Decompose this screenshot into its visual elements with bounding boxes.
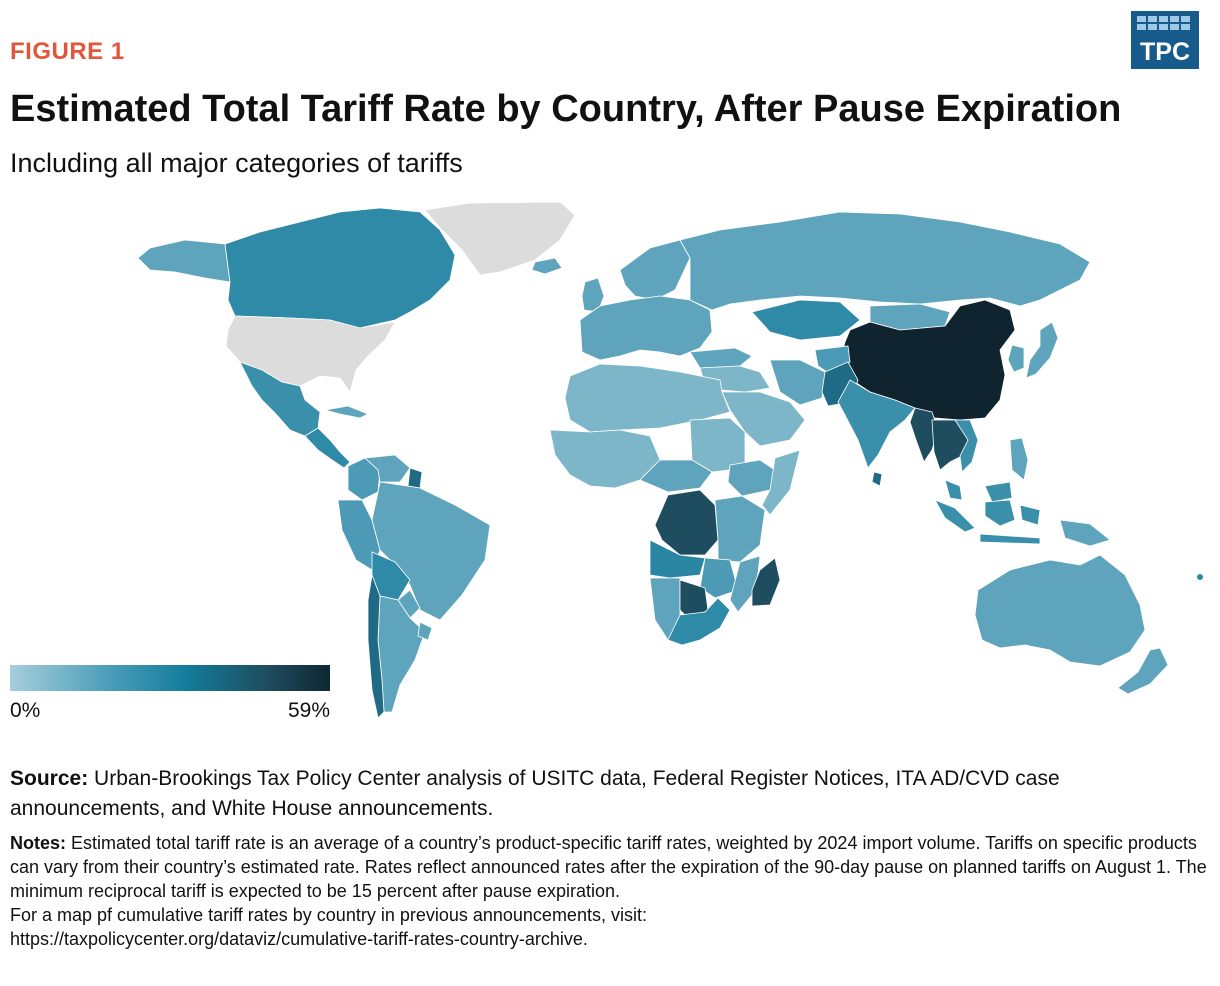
region-zambia-zimbabwe	[699, 557, 739, 599]
region-korea	[1007, 344, 1025, 373]
source-label: Source:	[10, 767, 89, 790]
region-malaysia	[944, 479, 1013, 503]
region-brazil	[371, 481, 491, 621]
region-philippines	[1009, 437, 1029, 481]
region-alaska	[137, 239, 231, 283]
region-cuba	[324, 405, 369, 419]
region-united-states	[225, 315, 396, 393]
region-mozambique	[729, 555, 761, 613]
region-scandinavia	[619, 239, 691, 301]
region-dr-congo	[654, 489, 719, 556]
figure-label: FIGURE 1	[10, 38, 125, 65]
region-myanmar	[909, 407, 939, 463]
notes-block: Notes: Estimated total tariff rate is an…	[10, 831, 1210, 951]
region-east-africa	[714, 495, 766, 563]
region-canada	[224, 207, 456, 329]
region-indonesia	[934, 499, 1041, 545]
region-north-africa	[564, 363, 731, 433]
world-choropleth-map	[137, 201, 1203, 719]
notes-paragraph: Notes: Estimated total tariff rate is an…	[10, 831, 1210, 903]
region-central-africa	[639, 459, 713, 493]
region-russia	[679, 211, 1091, 311]
legend-max-label: 59%	[287, 699, 330, 722]
region-saudi-arabia	[721, 391, 806, 447]
region-iran	[769, 359, 826, 406]
region-pacific-islands	[1197, 574, 1203, 580]
archive-link-intro: For a map pf cumulative tariff rates by …	[10, 905, 647, 925]
region-sri-lanka	[871, 471, 883, 487]
region-argentina	[377, 595, 426, 713]
logo-text: TPC	[1140, 38, 1190, 66]
logo-grid-icon	[1137, 16, 1193, 30]
region-vietnam	[954, 419, 979, 473]
region-somalia	[761, 449, 801, 516]
region-india	[837, 379, 916, 469]
region-south-africa	[667, 597, 731, 646]
region-turkey	[689, 347, 753, 369]
region-greenland	[424, 201, 576, 276]
source-text: Urban-Brookings Tax Policy Center analys…	[10, 767, 1060, 820]
region-europe	[579, 295, 713, 361]
region-iceland	[531, 257, 563, 275]
legend-min-label: 0%	[10, 699, 41, 722]
region-central-america	[304, 427, 351, 469]
chart-subtitle: Including all major categories of tariff…	[10, 148, 463, 178]
source-note: Source: Urban-Brookings Tax Policy Cente…	[10, 764, 1210, 824]
region-papua-new-guinea	[1059, 519, 1111, 547]
tpc-logo: TPC	[1131, 11, 1199, 69]
region-angola	[649, 539, 706, 579]
region-uruguay	[417, 621, 433, 641]
region-australia	[974, 554, 1146, 667]
region-guyana	[407, 467, 423, 489]
region-new-zealand	[1117, 647, 1169, 695]
region-chile	[367, 573, 385, 719]
region-ethiopia	[727, 459, 776, 497]
legend-gradient-bar	[10, 665, 330, 691]
region-china	[839, 299, 1016, 421]
region-madagascar	[751, 557, 781, 607]
archive-link-url[interactable]: https://taxpolicycenter.org/dataviz/cumu…	[10, 929, 588, 949]
notes-label: Notes:	[10, 833, 67, 853]
notes-text: Estimated total tariff rate is an averag…	[10, 833, 1207, 901]
color-legend: 0% 59%	[10, 665, 330, 722]
chart-title: Estimated Total Tariff Rate by Country, …	[10, 88, 1122, 130]
region-kazakhstan	[751, 299, 861, 341]
region-venezuela	[364, 454, 411, 483]
region-japan	[1025, 321, 1059, 379]
